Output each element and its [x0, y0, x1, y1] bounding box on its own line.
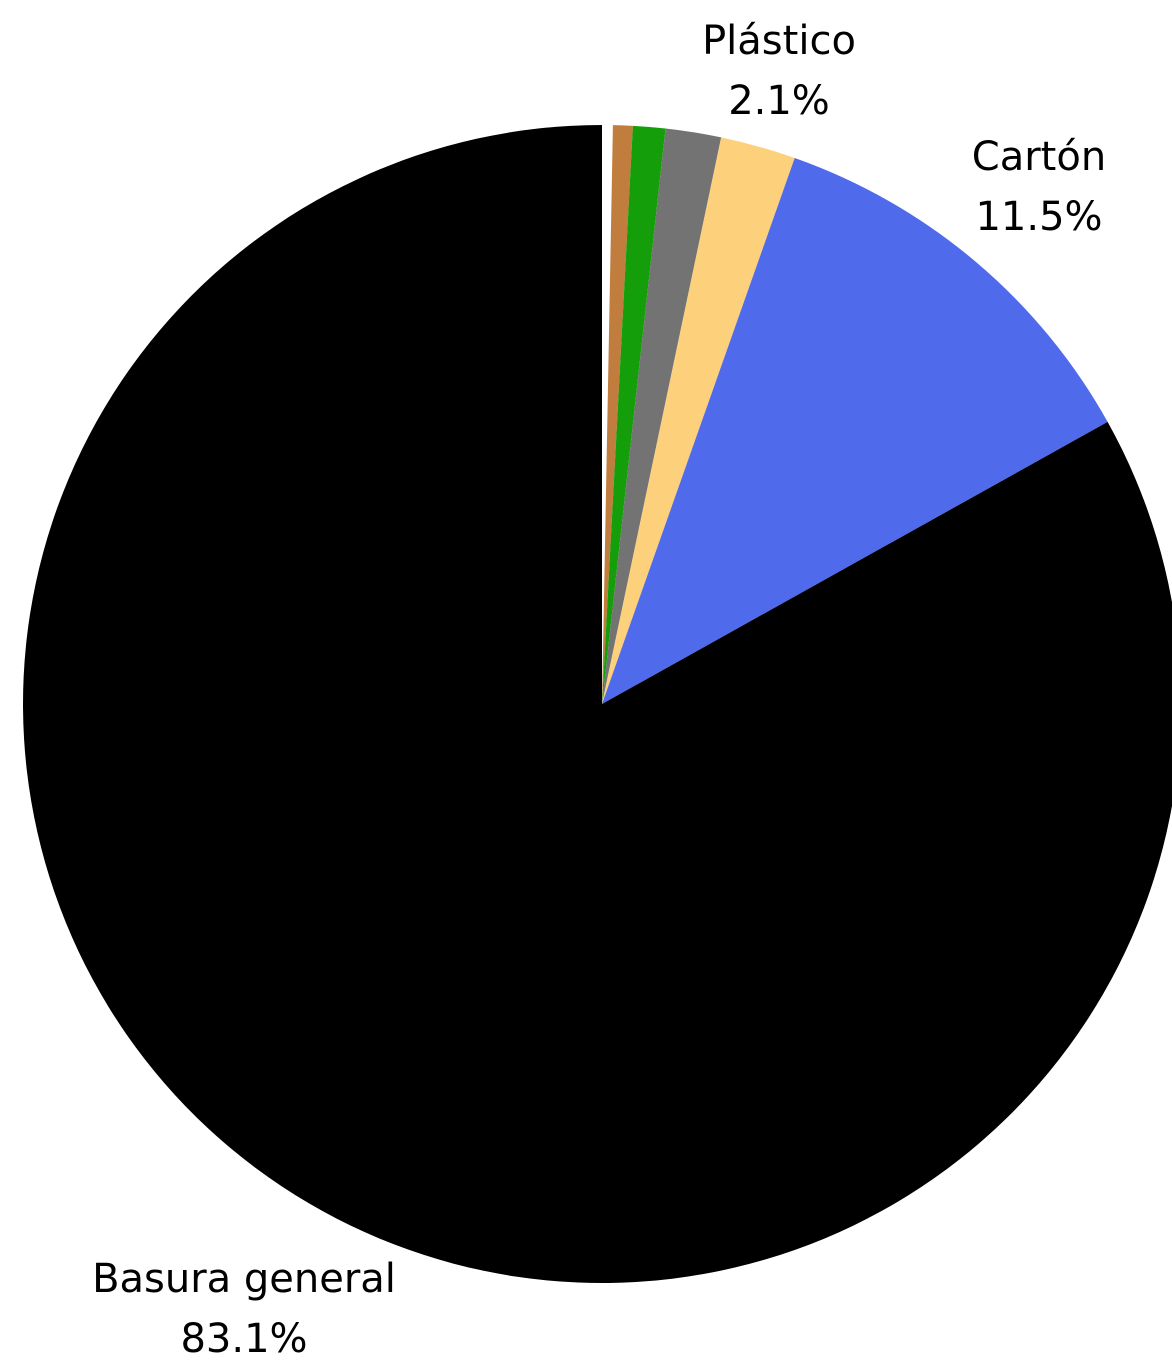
pie-slice-minor-2	[602, 125, 666, 704]
pie-slice-minor-1	[602, 125, 633, 705]
label-plastico: Plástico	[702, 18, 856, 64]
pie-slice-basura-general	[23, 125, 1172, 1283]
label-carton: Cartón	[972, 134, 1106, 180]
value-plastico: 2.1%	[728, 78, 830, 124]
label-basura-general: Basura general	[92, 1256, 396, 1302]
pie-slice-cartón	[602, 158, 1108, 704]
pie-slice-minor-0	[602, 124, 613, 704]
pie-slice-minor-3	[602, 128, 722, 704]
value-basura-general: 83.1%	[180, 1316, 307, 1362]
pie-slice-plástico	[602, 137, 795, 704]
value-carton: 11.5%	[975, 194, 1102, 240]
pie-slices	[23, 124, 1172, 1283]
